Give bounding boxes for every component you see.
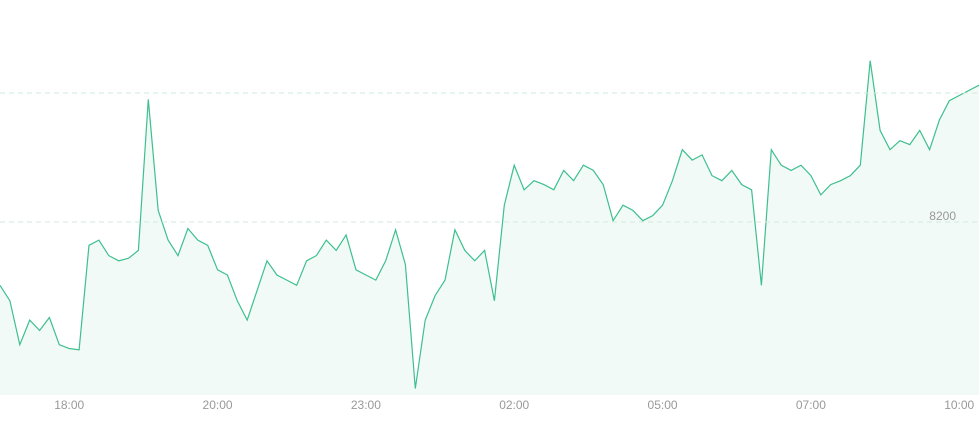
x-tick-label: 10:00: [944, 398, 974, 412]
area: [0, 60, 979, 395]
x-tick-label: 23:00: [351, 398, 381, 412]
y-tick-label: 8200: [929, 209, 956, 223]
x-tick-label: 07:00: [796, 398, 826, 412]
x-tick-label: 02:00: [499, 398, 529, 412]
x-tick-label: 05:00: [648, 398, 678, 412]
x-tick-label: 18:00: [54, 398, 84, 412]
line: [0, 60, 980, 389]
x-tick-label: 20:00: [203, 398, 233, 412]
